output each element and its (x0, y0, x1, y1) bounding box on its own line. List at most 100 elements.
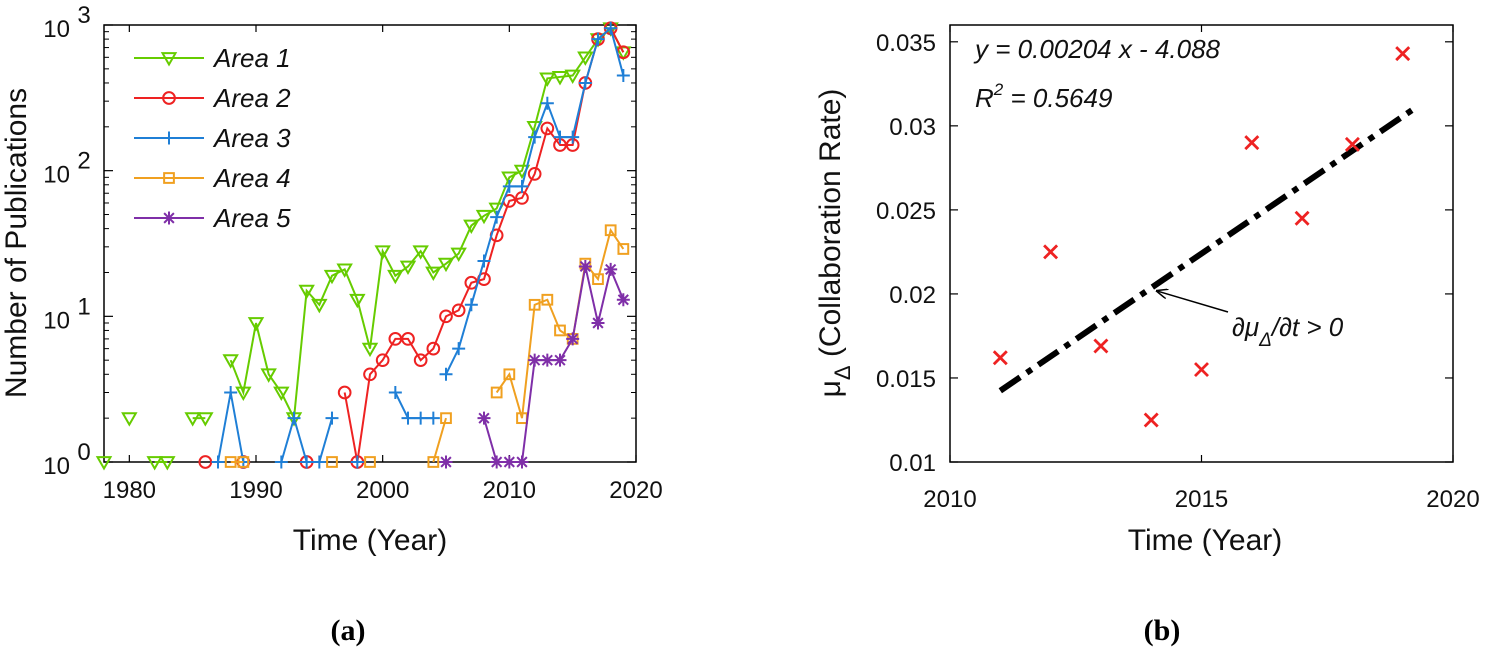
chart-a-data-point (616, 293, 630, 307)
chart-a-data-point (463, 219, 480, 235)
chart-a-data-point (591, 316, 605, 330)
chart-a-data-point (364, 456, 376, 468)
chart-b-annotation-sub: Δ (1258, 330, 1272, 351)
chart-a-data-point (325, 411, 339, 425)
chart-b-y-tick-label: 0.015 (876, 366, 936, 393)
chart-a-series-line (432, 417, 447, 463)
chart-b: 2010 2015 2020 0.01 0.015 0.02 0.025 0.03 0.035… (814, 24, 1480, 647)
chart-b-x-tick-label: 2015 (1175, 486, 1228, 513)
chart-a-data-point (528, 130, 542, 144)
chart-a-data-point (539, 72, 556, 87)
chart-a-data-point (540, 353, 554, 367)
chart-a-y-tick-base: 10 (43, 453, 70, 480)
chart-a-y-tick-exponent: 0 (77, 439, 90, 466)
chart-a-data-point (336, 263, 353, 278)
chart-a-data-point (224, 456, 237, 468)
chart-b-data-point (1043, 244, 1059, 260)
chart-a-series-3 (211, 21, 630, 469)
chart-a-data-point (450, 247, 467, 263)
chart-a-data-point (235, 386, 252, 402)
chart-a-data-point (237, 456, 250, 468)
chart-a-y-tick-label: 10 (43, 453, 70, 480)
chart-a-legend-label: Area 2 (212, 83, 291, 113)
chart-b-x-tick-label: 2010 (923, 486, 976, 513)
chart-a-data-point (437, 257, 455, 273)
chart-a-data-point (540, 96, 554, 110)
chart-a-data-point (374, 245, 391, 260)
chart-b-fit-line (998, 103, 1420, 394)
chart-a-data-point (440, 412, 452, 425)
chart-a-data-point (247, 317, 265, 332)
chart-b-data-point (1194, 362, 1209, 378)
chart-a-data-point (578, 259, 592, 273)
chart-a-data-point (197, 412, 214, 427)
chart-a-data-point (553, 130, 567, 144)
chart-a-data-point (412, 245, 429, 260)
chart-b-r-squared-exp: 2 (993, 80, 1004, 99)
chart-a-data-point (577, 51, 594, 66)
chart-a-data-point (121, 412, 138, 427)
chart-a-data-point (300, 455, 314, 469)
chart-a-x-axis-label: Time (Year) (293, 524, 447, 557)
chart-a-data-point (617, 243, 630, 255)
chart-a-data-point (425, 266, 442, 281)
chart-a-data-point (350, 455, 364, 469)
chart-a-data-point (502, 179, 516, 193)
chart-b-data-point (1344, 136, 1360, 152)
chart-a-data-point (222, 354, 239, 369)
chart-b-r-squared: R2 = 0.5649 (975, 80, 1112, 113)
chart-a-data-point (604, 262, 618, 276)
chart-b-y-tick-label: 0.035 (876, 30, 936, 57)
chart-a-data-point (273, 386, 290, 402)
chart-a-data-point (363, 367, 377, 382)
chart-a-x-tick-label: 2010 (483, 477, 536, 504)
chart-a-data-point (464, 298, 478, 312)
chart-a-legend-label: Area 3 (212, 123, 291, 153)
chart-a-y-tick-base: 10 (43, 162, 70, 189)
chart-b-plot-area (949, 24, 1454, 463)
chart-b-points (992, 46, 1411, 428)
chart-a-data-point (501, 171, 518, 186)
chart-b-y-axis-label-text: (Collaboration Rate) (814, 89, 847, 366)
chart-a-series-4 (224, 224, 630, 468)
chart-b-y-axis-label: μΔ (Collaboration Rate) (814, 89, 855, 398)
chart-a-data-point (566, 332, 580, 346)
chart-a-data-point (413, 353, 428, 368)
chart-b-y-tick-label: 0.025 (876, 198, 936, 225)
chart-a-data-point (502, 455, 516, 469)
chart-a-legend-label: Area 1 (212, 43, 291, 73)
chart-b-y-tick-label: 0.03 (889, 114, 936, 141)
chart-b-annotation: ∂μΔ/∂t > 0 (1232, 312, 1344, 351)
chart-b-x-axis-label: Time (Year) (1128, 524, 1282, 557)
chart-b-data-point (1093, 338, 1109, 354)
chart-b-r-squared-base: R (975, 83, 994, 113)
chart-a-x-tick-label: 2020 (609, 477, 662, 504)
chart-b-data-point (1143, 412, 1159, 428)
chart-b-y-axis-label-symbol: μ (814, 380, 847, 397)
chart-a-x-tick-label: 1990 (229, 477, 282, 504)
chart-a-y-tick-exponent: 3 (77, 2, 90, 29)
chart-a-data-point (490, 455, 504, 469)
chart-a-data-point (551, 71, 569, 86)
chart-a-x-tick-label: 2000 (356, 477, 409, 504)
chart-a-data-point (528, 298, 541, 311)
chart-b-annotation-arrow (1158, 291, 1229, 313)
chart-a-data-point (260, 368, 277, 383)
chart-a-x-tick-label: 1980 (103, 477, 156, 504)
chart-a-data-point (287, 411, 301, 425)
chart-a-legend-marker (163, 172, 175, 184)
chart-b-x-tick-label: 2020 (1426, 486, 1479, 513)
chart-a-data-point (375, 353, 390, 368)
chart-a-y-ticks: 10 0 10 1 10 2 10 3 (43, 2, 636, 480)
chart-a-x-ticks: 1980 1990 2000 2010 2020 (103, 25, 663, 504)
chart-a-y-tick-label: 10 (43, 307, 70, 334)
chart-b-data-point (992, 350, 1008, 366)
chart-a-series (95, 21, 632, 471)
chart-a-legend-label: Area 4 (212, 163, 291, 193)
chart-a-data-point (361, 342, 379, 358)
chart-a-data-point (604, 21, 618, 35)
chart-a-caption: (a) (331, 614, 366, 647)
chart-a-y-axis-label: Number of Publications (0, 88, 33, 398)
chart-a-data-point (401, 411, 415, 425)
